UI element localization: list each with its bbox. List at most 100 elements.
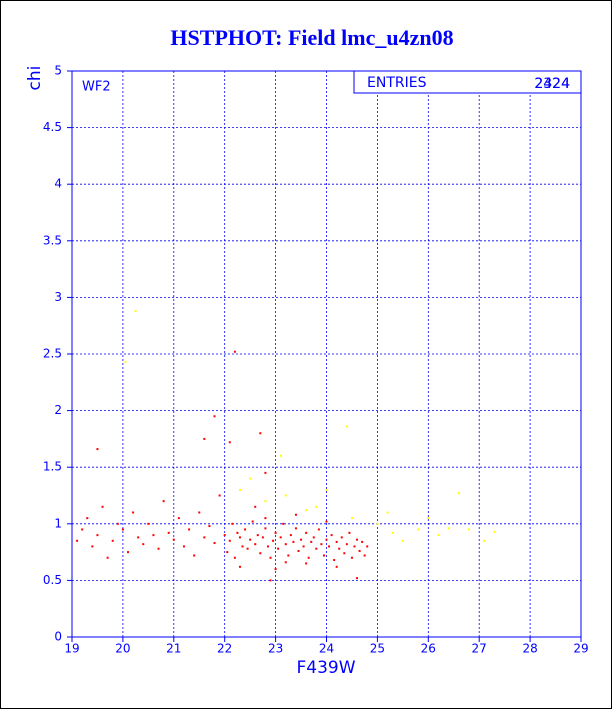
point [264, 527, 267, 530]
point [182, 545, 185, 548]
y-tick-label: 4.5 [43, 120, 62, 134]
point [320, 543, 323, 546]
point [96, 448, 99, 451]
point [134, 309, 137, 312]
point [264, 471, 267, 474]
x-tick-label: 24 [319, 642, 334, 656]
point [335, 540, 338, 543]
point [284, 543, 287, 546]
point [279, 536, 282, 539]
point [226, 551, 229, 554]
point [305, 562, 308, 565]
y-tick-label: 0 [54, 630, 62, 644]
point [272, 539, 275, 542]
point [137, 536, 140, 539]
point [96, 534, 99, 537]
annotation: WF2 [82, 80, 111, 95]
x-tick-label: 19 [64, 642, 79, 656]
point [259, 432, 262, 435]
point [345, 425, 348, 428]
point [126, 551, 129, 554]
point [417, 528, 420, 531]
entries-label: ENTRIES [367, 75, 427, 91]
point [91, 545, 94, 548]
point [249, 477, 252, 480]
point [223, 534, 226, 537]
point [233, 350, 236, 353]
point [238, 536, 241, 539]
point [188, 528, 191, 531]
point [468, 528, 471, 531]
point [315, 547, 318, 550]
point [81, 528, 84, 531]
point [356, 538, 359, 541]
point [157, 547, 160, 550]
point [116, 522, 119, 525]
point [167, 531, 170, 534]
point [363, 554, 366, 557]
point [305, 509, 308, 512]
x-tick-label: 26 [421, 642, 436, 656]
x-tick-label: 29 [573, 642, 588, 656]
point [259, 552, 262, 555]
point [277, 547, 280, 550]
point [279, 454, 282, 457]
point [251, 520, 254, 523]
point [356, 577, 359, 580]
point [335, 565, 338, 568]
point [348, 531, 351, 534]
point [427, 517, 430, 520]
point [325, 520, 328, 523]
point [376, 522, 379, 525]
point [274, 568, 277, 571]
y-tick-label: 3.5 [43, 233, 62, 247]
point [457, 492, 460, 495]
point [238, 488, 241, 491]
y-tick-label: 4 [54, 177, 62, 191]
point [152, 534, 155, 537]
y-tick-label: 2.5 [43, 347, 62, 361]
y-tick-label: 5 [54, 64, 62, 78]
x-tick-label: 20 [115, 642, 130, 656]
point [300, 538, 303, 541]
point [294, 513, 297, 516]
point [246, 547, 249, 550]
point [236, 531, 239, 534]
point [172, 538, 175, 541]
point [162, 500, 165, 503]
point [266, 545, 269, 548]
point [302, 545, 305, 548]
point [325, 538, 328, 541]
x-tick-label: 22 [217, 642, 232, 656]
point [307, 556, 310, 559]
point [233, 556, 236, 559]
points [76, 309, 496, 582]
point [249, 538, 252, 541]
point [350, 517, 353, 520]
point [238, 565, 241, 568]
point [274, 531, 277, 534]
point [244, 528, 247, 531]
point [142, 543, 145, 546]
plot-frame [71, 70, 582, 638]
point [386, 511, 389, 514]
point [358, 549, 361, 552]
x-tick-label: 21 [166, 642, 181, 656]
point [198, 511, 201, 514]
point [121, 528, 124, 531]
point [340, 536, 343, 539]
point [294, 527, 297, 530]
point [254, 505, 257, 508]
point [325, 488, 328, 491]
point [147, 522, 150, 525]
point [132, 511, 135, 514]
x-tick-label: 25 [370, 642, 385, 656]
point [101, 505, 104, 508]
point [264, 517, 267, 520]
point [350, 556, 353, 559]
point [193, 554, 196, 557]
x-tick-label: 28 [522, 642, 537, 656]
point [228, 441, 231, 444]
